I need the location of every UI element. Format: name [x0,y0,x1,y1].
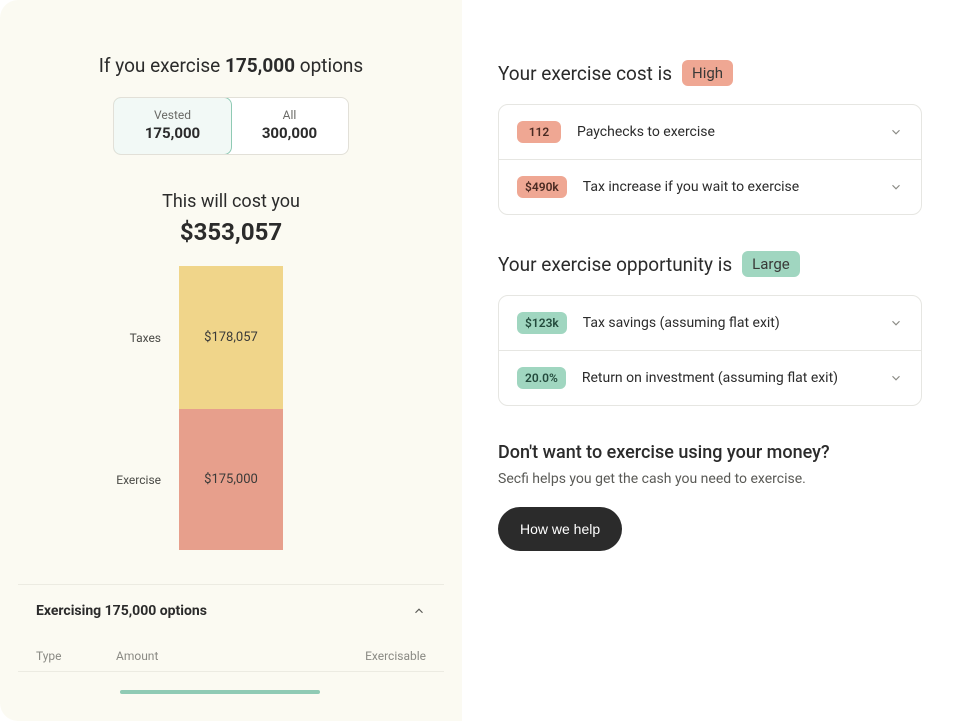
right-panel: Your exercise cost is High 112 Paychecks… [462,0,962,721]
pill-value: $490k [517,176,567,198]
row-text: Tax savings (assuming flat exit) [583,315,873,331]
opportunity-section-title: Your exercise opportunity is Large [498,251,922,277]
amount-slider-track[interactable] [120,690,320,694]
cost-label: This will cost you [36,191,426,212]
pill-value: 112 [517,121,561,143]
toggle-all[interactable]: All 300,000 [231,98,348,154]
cost-section-title: Your exercise cost is High [498,60,922,86]
pill-value: $123k [517,312,567,334]
title-amount: 175,000 [225,54,295,77]
segment-taxes: $178,057 [179,266,283,409]
col-type: Type [36,649,116,663]
row-tax-increase-if-wait[interactable]: $490k Tax increase if you wait to exerci… [499,159,921,214]
exercising-accordion-header[interactable]: Exercising 175,000 options [18,584,444,637]
col-amount: Amount [116,649,326,663]
stack-row-exercise: Exercise $175,000 [179,409,283,550]
exercise-title: If you exercise 175,000 options [36,54,426,77]
row-text: Tax increase if you wait to exercise [583,179,873,195]
segment-label: Exercise [85,473,179,487]
row-tax-savings[interactable]: $123k Tax savings (assuming flat exit) [499,296,921,350]
how-we-help-button[interactable]: How we help [498,507,622,551]
exercising-table-header: Type Amount Exercisable [18,637,444,672]
segment-label: Taxes [85,331,179,345]
title-suffix: options [300,54,363,77]
cost-title-text: Your exercise cost is [498,62,672,85]
pill-value: 20.0% [517,367,566,389]
row-return-on-investment[interactable]: 20.0% Return on investment (assuming fla… [499,350,921,405]
chevron-down-icon [889,371,903,385]
row-text: Paychecks to exercise [577,124,873,140]
toggle-value: 175,000 [118,124,227,142]
cost-value: $353,057 [36,218,426,246]
exercising-label: Exercising 175,000 options [36,603,207,619]
opportunity-badge: Large [742,251,800,277]
toggle-group: Vested 175,000 All 300,000 [113,97,349,155]
cost-card-group: 112 Paychecks to exercise $490k Tax incr… [498,104,922,215]
row-text: Return on investment (assuming flat exit… [582,370,873,386]
opportunity-title-text: Your exercise opportunity is [498,253,732,276]
opportunity-card-group: $123k Tax savings (assuming flat exit) 2… [498,295,922,406]
cta-subtext: Secfi helps you get the cash you need to… [498,471,922,487]
segment-value: $178,057 [204,330,258,345]
cost-breakdown-chart: Taxes $178,057 Exercise $175,000 [36,266,426,550]
segment-exercise: $175,000 [179,409,283,550]
toggle-label: All [235,108,344,122]
col-exercisable: Exercisable [326,649,426,663]
stack-chart: Taxes $178,057 Exercise $175,000 [179,266,283,550]
chevron-up-icon [412,604,426,618]
row-paychecks-to-exercise[interactable]: 112 Paychecks to exercise [499,105,921,159]
cost-badge: High [682,60,733,86]
chevron-down-icon [889,316,903,330]
app-root: If you exercise 175,000 options Vested 1… [0,0,962,721]
left-panel: If you exercise 175,000 options Vested 1… [0,0,462,721]
title-prefix: If you exercise [99,54,220,77]
toggle-vested[interactable]: Vested 175,000 [113,97,232,155]
chevron-down-icon [889,125,903,139]
toggle-value: 300,000 [235,124,344,142]
segment-value: $175,000 [204,472,258,487]
chevron-down-icon [889,180,903,194]
cta-heading: Don't want to exercise using your money? [498,442,922,463]
stack-row-taxes: Taxes $178,057 [179,266,283,409]
toggle-label: Vested [118,108,227,122]
